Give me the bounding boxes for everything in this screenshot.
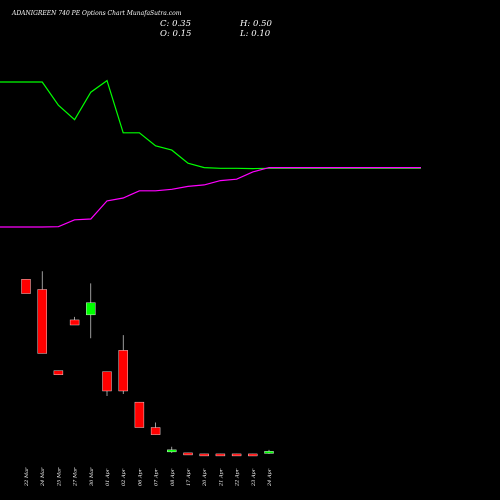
x-tick-label: 24 Apr	[267, 468, 273, 487]
x-tick-label: 22 Apr	[235, 468, 241, 487]
x-tick-label: 21 Apr	[218, 468, 224, 487]
candle-body	[264, 451, 274, 454]
candle-24-apr	[264, 449, 274, 454]
close-readout: C: 0.35	[160, 19, 191, 29]
candle-body	[167, 449, 177, 453]
overlay-lines	[0, 79, 421, 228]
chart-title: ADANIGREEN 740 PE Options Chart MunafaSu…	[11, 10, 182, 17]
x-tick-label: 17 Apr	[186, 468, 192, 486]
candle-20-apr	[199, 453, 209, 457]
candle-body	[248, 453, 258, 457]
candle-07-apr	[150, 422, 161, 435]
candle-24-mar	[37, 271, 47, 354]
candle-body	[199, 453, 209, 457]
x-tick-label: 25 Mar	[56, 467, 62, 487]
candle-17-apr	[183, 452, 193, 456]
x-tick-label: 27 Mar	[73, 467, 79, 487]
high-readout: H: 0.50	[239, 19, 272, 29]
x-axis-ticks: 22 Mar 24 Mar 25 Mar 27 Mar 30 Mar 01 Apr 02 A…	[24, 467, 273, 487]
candle-body	[37, 289, 47, 354]
candle-body	[231, 453, 242, 457]
x-tick-label: 07 Apr	[154, 468, 160, 486]
open-readout: O: 0.15	[160, 29, 191, 39]
overlay-series-line-2	[0, 167, 421, 228]
x-tick-label: 02 Apr	[121, 468, 127, 486]
candle-body	[118, 350, 128, 392]
candle-body	[69, 319, 80, 326]
candle-body	[21, 279, 31, 294]
candle-22-mar	[21, 279, 31, 294]
x-tick-label: 08 Apr	[170, 468, 176, 486]
candle-06-apr	[134, 401, 145, 428]
candle-01-apr	[102, 371, 112, 397]
candle-08-apr	[167, 446, 177, 453]
candle-30-mar	[86, 283, 96, 339]
candle-23-apr	[248, 453, 258, 457]
candle-body	[53, 370, 64, 375]
candle-22-apr	[231, 453, 242, 457]
candle-02-apr	[118, 335, 128, 395]
candle-body	[134, 401, 145, 428]
candle-body	[102, 371, 112, 392]
x-tick-label: 06 Apr	[137, 468, 143, 486]
candle-25-mar	[53, 370, 64, 375]
candle-21-apr	[215, 453, 226, 457]
x-tick-label: 22 Mar	[24, 467, 30, 487]
x-tick-label: 01 Apr	[105, 468, 111, 486]
x-tick-label: 23 Apr	[251, 468, 257, 487]
x-tick-label: 30 Mar	[89, 467, 95, 486]
x-tick-label: 20 Apr	[202, 468, 208, 487]
candle-body	[86, 302, 96, 316]
x-tick-label: 24 Mar	[40, 467, 46, 487]
overlay-series-line-1	[0, 79, 421, 170]
candle-27-mar	[69, 316, 80, 326]
candle-body	[150, 427, 161, 435]
candle-body	[183, 452, 193, 456]
low-readout: L: 0.10	[239, 29, 271, 39]
candles	[21, 271, 274, 457]
candle-body	[215, 453, 226, 457]
